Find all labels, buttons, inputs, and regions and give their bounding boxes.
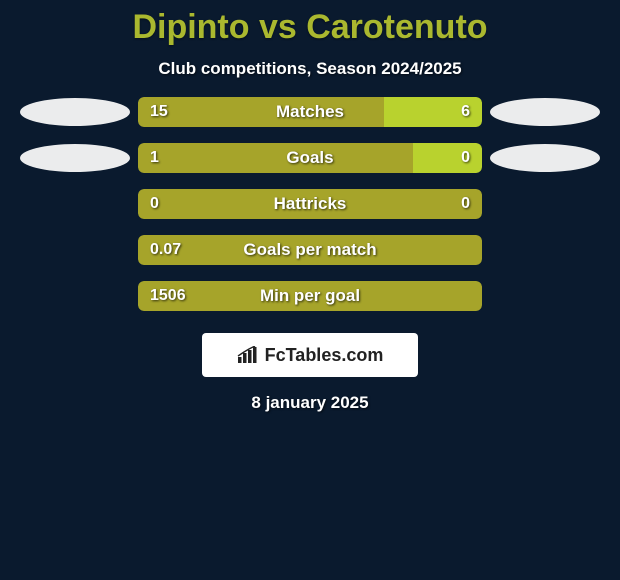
barchart-icon <box>237 346 259 364</box>
stat-label: Goals <box>286 148 333 168</box>
player-left-marker <box>20 98 130 126</box>
stat-value-left: 1 <box>150 149 159 167</box>
stats-list: 15 Matches 6 1 Goals 0 0 Hattricks 0 0.07 Goals pe… <box>0 97 620 311</box>
player-right-marker <box>490 144 600 172</box>
stat-bar: 0.07 Goals per match <box>138 235 482 265</box>
stat-row: 1506 Min per goal <box>8 281 612 311</box>
page-subtitle: Club competitions, Season 2024/2025 <box>0 53 620 97</box>
stat-bar: 15 Matches 6 <box>138 97 482 127</box>
stat-row: 1 Goals 0 <box>8 143 612 173</box>
stat-row: 0.07 Goals per match <box>8 235 612 265</box>
stat-bar: 1 Goals 0 <box>138 143 482 173</box>
stat-value-right: 6 <box>461 103 470 121</box>
stat-label: Goals per match <box>243 240 376 260</box>
page-title: Dipinto vs Carotenuto <box>0 0 620 53</box>
player-left-marker <box>20 144 130 172</box>
stat-label: Min per goal <box>260 286 360 306</box>
stat-label: Matches <box>276 102 344 122</box>
bar-left-fill <box>138 143 413 173</box>
comparison-card: Dipinto vs Carotenuto Club competitions,… <box>0 0 620 580</box>
stat-label: Hattricks <box>274 194 347 214</box>
stat-bar: 0 Hattricks 0 <box>138 189 482 219</box>
stat-value-left: 0 <box>150 195 159 213</box>
stat-value-left: 0.07 <box>150 241 181 259</box>
stat-value-right: 0 <box>461 195 470 213</box>
stat-value-left: 15 <box>150 103 168 121</box>
player-right-marker <box>490 98 600 126</box>
stat-value-right: 0 <box>461 149 470 167</box>
brand-badge[interactable]: FcTables.com <box>202 333 418 377</box>
stat-row: 0 Hattricks 0 <box>8 189 612 219</box>
stat-bar: 1506 Min per goal <box>138 281 482 311</box>
bar-right-fill <box>413 143 482 173</box>
brand-text: FcTables.com <box>265 345 384 366</box>
date-label: 8 january 2025 <box>0 377 620 413</box>
stat-row: 15 Matches 6 <box>8 97 612 127</box>
stat-value-left: 1506 <box>150 287 186 305</box>
bar-left-fill <box>138 97 384 127</box>
